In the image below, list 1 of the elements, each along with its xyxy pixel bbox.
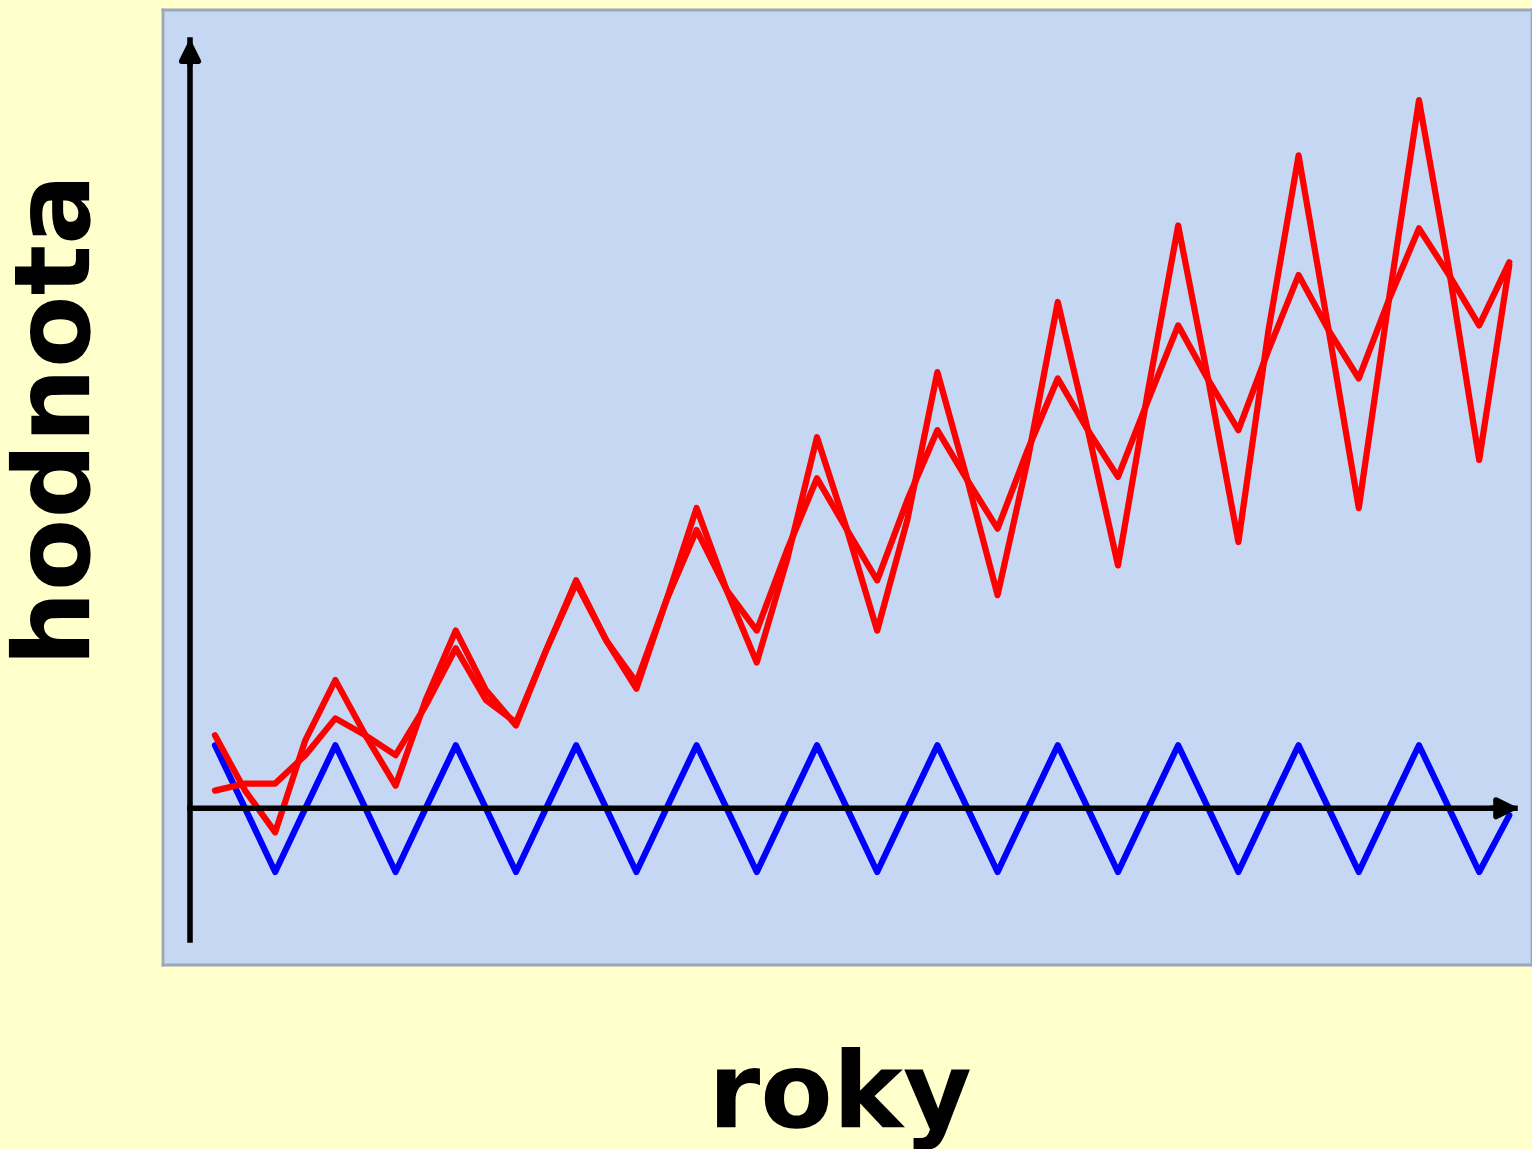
y-axis-title: hodnota — [8, 182, 91, 658]
